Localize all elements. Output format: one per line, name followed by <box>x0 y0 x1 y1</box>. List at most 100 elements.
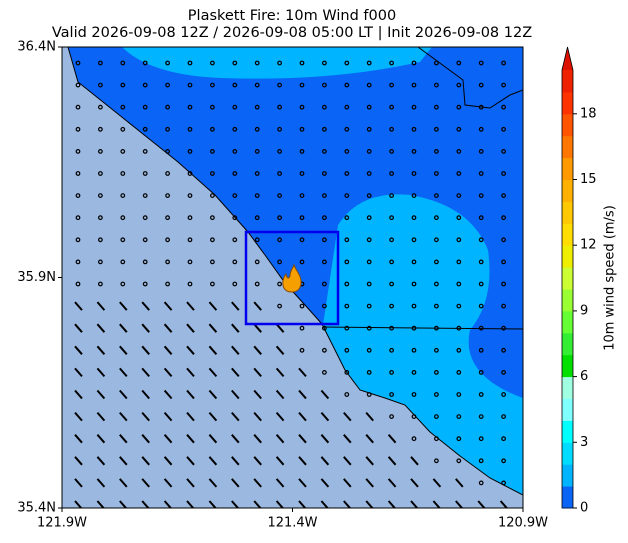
wind-barb <box>366 392 372 397</box>
wind-barb <box>231 389 240 400</box>
wind-barb <box>97 193 103 199</box>
wind-barb <box>366 193 372 199</box>
title: Plaskett Fire: 10m Wind f000 <box>188 8 396 24</box>
colorbar-segment <box>562 201 573 224</box>
wind-barb <box>365 411 374 422</box>
wind-barb <box>456 193 462 199</box>
wind-barb <box>344 60 350 66</box>
wind-barb <box>96 434 106 444</box>
wind-barb <box>456 60 462 66</box>
wind-barb <box>187 148 193 154</box>
wind-barb <box>97 82 103 88</box>
boundary-line <box>417 47 523 109</box>
wind-barb <box>141 367 150 378</box>
wind-barb <box>253 367 262 378</box>
colorbar-segment <box>562 420 573 443</box>
wind-barb <box>209 237 215 243</box>
wind-barb <box>186 301 195 311</box>
wind-barb <box>163 345 173 355</box>
wind-barb <box>501 414 507 420</box>
wind-barb <box>165 259 171 265</box>
wind-barb <box>120 193 126 199</box>
wind-barb <box>75 60 81 66</box>
wind-barb <box>142 104 148 110</box>
wind-barb <box>142 237 148 243</box>
wind-barb <box>232 281 238 287</box>
wind-barb <box>456 325 462 331</box>
wind-barb <box>253 389 262 400</box>
wind-barb <box>456 281 462 287</box>
wind-barb <box>501 148 507 154</box>
wind-barb <box>299 148 305 154</box>
wind-barbs <box>74 60 509 508</box>
wind-barb <box>322 370 327 375</box>
wind-barb <box>163 411 173 422</box>
wind-barb <box>187 215 193 221</box>
wind-barb <box>501 480 507 486</box>
wind-barb <box>365 478 374 488</box>
wind-barb <box>75 215 81 221</box>
wind-barb <box>343 478 352 488</box>
fire-icon <box>282 263 302 293</box>
wind-barb <box>119 389 128 400</box>
wind-barb <box>208 345 218 355</box>
colorbar-segment <box>562 135 573 159</box>
wind-barb <box>231 434 240 444</box>
wind-barb <box>501 458 507 464</box>
wind-barb <box>411 303 417 309</box>
wind-barb <box>141 434 150 444</box>
wind-barb <box>187 281 193 287</box>
wind-barb <box>186 345 195 355</box>
wind-barb <box>142 60 148 66</box>
wind-barb <box>299 303 305 309</box>
wind-barb <box>186 389 195 400</box>
wind-barb <box>411 171 417 176</box>
wind-barb <box>141 345 150 355</box>
wind-barb <box>344 281 350 287</box>
wind-barb <box>456 215 462 221</box>
wind-barb <box>501 436 507 442</box>
wind-barb <box>165 215 171 221</box>
wind-barb <box>187 104 193 110</box>
wind-barb <box>366 303 372 309</box>
wind-barb <box>209 104 215 110</box>
wind-barb <box>209 215 215 221</box>
wind-barb <box>163 434 173 444</box>
wind-barb <box>165 104 171 110</box>
wind-barb <box>478 237 484 243</box>
wind-barb <box>389 414 395 420</box>
wind-barb <box>277 281 283 287</box>
wind-barb <box>478 303 484 309</box>
wind-barb <box>96 411 106 422</box>
wind-barb <box>478 281 484 287</box>
coastline <box>67 47 523 496</box>
wind-barb <box>366 325 372 331</box>
wind-barb <box>208 323 218 333</box>
wind-barb <box>411 281 417 287</box>
wind-barb <box>275 389 285 400</box>
wind-barb <box>119 456 128 466</box>
wind-barb <box>478 259 484 265</box>
wind-barb <box>232 171 238 176</box>
wind-barb <box>163 456 173 466</box>
wind-barb <box>163 301 173 311</box>
wind-barb <box>187 171 193 176</box>
wind-barb <box>389 325 395 331</box>
wind-barb <box>97 60 103 66</box>
wind-barb <box>320 434 330 444</box>
wind-barb <box>209 171 215 176</box>
wind-barb <box>411 347 417 353</box>
wind-barb <box>478 148 484 154</box>
colorbar-tick-label: 12 <box>580 238 597 253</box>
wind-barb <box>119 301 128 311</box>
wind-barb <box>434 436 439 442</box>
wind-barb <box>96 301 106 311</box>
wind-barb <box>186 323 195 333</box>
colorbar-segment <box>562 464 573 487</box>
wind-barb <box>187 60 193 66</box>
wind-barb <box>142 126 148 132</box>
wind-barb <box>142 148 148 154</box>
wind-barb <box>478 171 484 176</box>
colorbar: 0 3 6 9 12 15 18 <box>561 46 597 516</box>
wind-barb <box>389 303 395 309</box>
